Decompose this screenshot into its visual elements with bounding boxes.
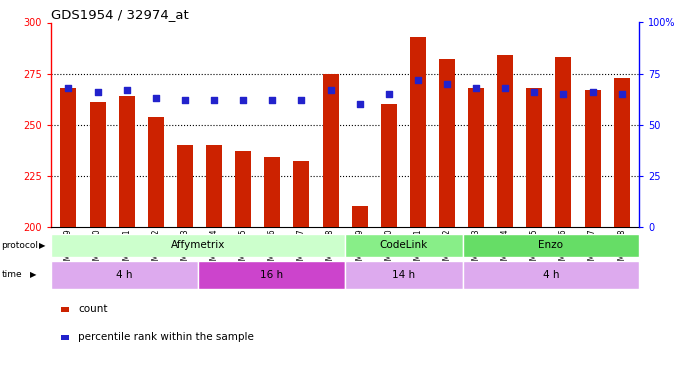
Text: count: count <box>78 304 107 314</box>
Bar <box>462 261 639 289</box>
Point <box>267 97 277 103</box>
Text: 14 h: 14 h <box>392 270 415 280</box>
Point <box>150 95 161 101</box>
Text: percentile rank within the sample: percentile rank within the sample <box>78 333 254 342</box>
Bar <box>51 261 198 289</box>
Bar <box>148 117 164 227</box>
Bar <box>381 104 397 227</box>
Bar <box>206 145 222 227</box>
Bar <box>497 55 513 227</box>
Bar <box>352 206 368 227</box>
Point <box>238 97 249 103</box>
Point <box>121 87 132 93</box>
Bar <box>526 88 543 227</box>
Bar <box>177 145 193 227</box>
Bar <box>585 90 600 227</box>
Point <box>296 97 307 103</box>
Point <box>413 77 424 83</box>
Bar <box>345 234 462 257</box>
Bar <box>410 37 426 227</box>
Bar <box>198 261 345 289</box>
Point <box>209 97 220 103</box>
Bar <box>61 88 76 227</box>
Text: ▶: ▶ <box>30 270 37 279</box>
Point <box>354 101 365 107</box>
Text: GDS1954 / 32974_at: GDS1954 / 32974_at <box>51 8 189 21</box>
Bar <box>468 88 484 227</box>
Point <box>587 89 598 95</box>
Point <box>529 89 540 95</box>
Bar <box>265 158 280 227</box>
Text: protocol: protocol <box>1 241 38 250</box>
Point <box>441 81 452 87</box>
Bar <box>119 96 135 227</box>
Bar <box>614 78 630 227</box>
Bar <box>235 151 251 227</box>
Bar <box>293 162 309 227</box>
Bar <box>462 234 639 257</box>
Text: 16 h: 16 h <box>260 270 283 280</box>
Text: Affymetrix: Affymetrix <box>171 240 225 250</box>
Point <box>63 85 74 91</box>
Text: Enzo: Enzo <box>539 240 564 250</box>
Point <box>500 85 511 91</box>
Bar <box>51 234 345 257</box>
Point <box>92 89 103 95</box>
Bar <box>556 57 571 227</box>
Text: 4 h: 4 h <box>543 270 559 280</box>
Point <box>180 97 190 103</box>
Bar <box>322 74 339 227</box>
Bar <box>90 102 105 227</box>
Point <box>384 91 394 97</box>
Bar <box>345 261 462 289</box>
Point <box>616 91 627 97</box>
Point <box>325 87 336 93</box>
Text: ▶: ▶ <box>39 241 46 250</box>
Text: CodeLink: CodeLink <box>380 240 428 250</box>
Bar <box>439 59 455 227</box>
Text: time: time <box>1 270 22 279</box>
Text: 4 h: 4 h <box>116 270 133 280</box>
Point <box>471 85 481 91</box>
Point <box>558 91 569 97</box>
